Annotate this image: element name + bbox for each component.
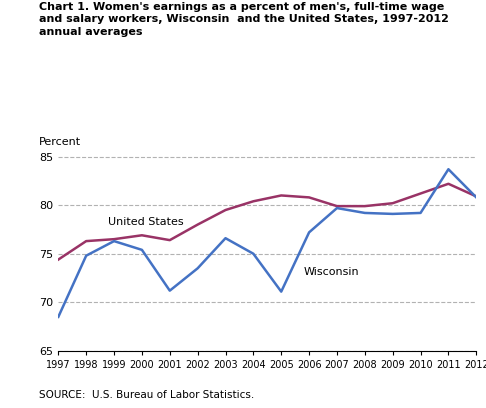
Text: United States: United States — [108, 217, 184, 226]
Text: Percent: Percent — [39, 137, 81, 147]
Text: Wisconsin: Wisconsin — [304, 267, 359, 277]
Text: Chart 1. Women's earnings as a percent of men's, full-time wage: Chart 1. Women's earnings as a percent o… — [39, 2, 444, 12]
Text: SOURCE:  U.S. Bureau of Labor Statistics.: SOURCE: U.S. Bureau of Labor Statistics. — [39, 390, 254, 400]
Text: annual averages: annual averages — [39, 27, 142, 37]
Text: and salary workers, Wisconsin  and the United States, 1997-2012: and salary workers, Wisconsin and the Un… — [39, 14, 449, 24]
